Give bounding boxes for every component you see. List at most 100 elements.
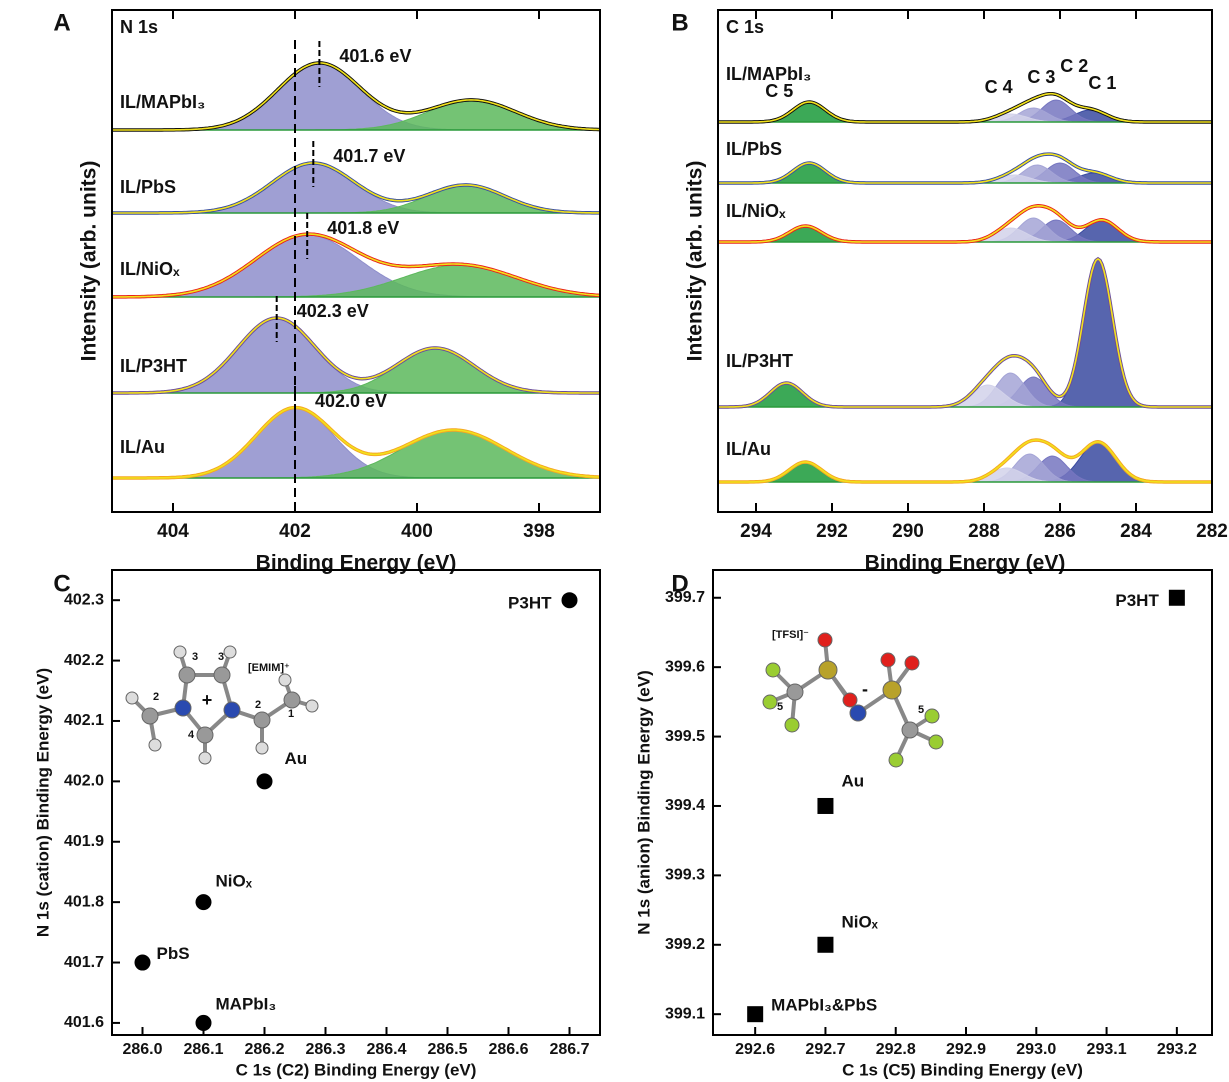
spectrum-name: IL/MAPbI₃ (726, 64, 811, 84)
x-tick-label: 286.4 (366, 1041, 406, 1058)
fit-line (112, 317, 600, 394)
atom-number: 3 (192, 651, 198, 663)
inset-charge: + (202, 690, 213, 710)
data-point (195, 894, 212, 911)
plot-frame (111, 9, 601, 513)
point-label: Au (285, 749, 308, 768)
tfsi-atoms (762, 632, 944, 768)
x-tick-label: 293.1 (1087, 1041, 1127, 1058)
tfsi-inset: [TFSI]⁻ - 5 5 (762, 629, 944, 768)
fit-line (718, 258, 1212, 408)
y-tick-label: 399.5 (665, 728, 705, 745)
atom-number: 5 (777, 701, 783, 713)
x-tick-label: 294 (740, 521, 772, 542)
spectrum-name: IL/Au (120, 437, 165, 457)
emim-inset: + [EMIM]⁺ 3 3 2 4 2 1 (125, 645, 319, 765)
y-tick-label: 401.6 (64, 1014, 104, 1031)
fit-line (112, 233, 601, 298)
inset-label: [EMIM]⁺ (248, 662, 290, 674)
y-tick-label: 402.0 (64, 773, 104, 790)
peak-annotation: 401.6 eV (339, 46, 411, 66)
x-tick-label: 286.0 (122, 1041, 162, 1058)
atom-number: 2 (153, 691, 159, 703)
y-tick-label: 399.7 (665, 589, 705, 606)
spectrum-name: IL/P3HT (120, 356, 187, 376)
point-label: MAPbI₃&PbS (771, 996, 877, 1015)
y-tick-label: 401.9 (64, 833, 104, 850)
x-tick-label: 288 (968, 521, 1000, 542)
y-axis-label: Intensity (arb. units) (684, 161, 707, 362)
x-tick-label: 402 (279, 521, 311, 542)
y-tick-label: 402.1 (64, 712, 104, 729)
x-tick-label: 292.8 (876, 1041, 916, 1058)
atom-number: 3 (218, 651, 224, 663)
x-tick-label: 286.3 (305, 1041, 345, 1058)
inset-charge: - (862, 679, 868, 699)
component-label: C 2 (1060, 56, 1088, 76)
inset-label: [TFSI]⁻ (772, 629, 809, 641)
y-tick-label: 399.6 (665, 658, 705, 675)
x-tick-label: 293.0 (1016, 1041, 1056, 1058)
plot-frame (712, 569, 1213, 1036)
x-tick-label: 282 (1196, 521, 1228, 542)
fit-line (718, 153, 1212, 184)
x-tick-label: 286.1 (183, 1041, 223, 1058)
data-point (134, 954, 151, 971)
x-tick-label: 286.6 (488, 1041, 528, 1058)
y-tick-label: 399.2 (665, 936, 705, 953)
spectrum-name: IL/P3HT (726, 351, 793, 371)
component-label: C 5 (765, 81, 793, 101)
data-point (817, 936, 834, 953)
component-label: C 3 (1027, 67, 1055, 87)
x-tick-label: 290 (892, 521, 924, 542)
point-label: P3HT (508, 594, 552, 613)
emim-atoms (125, 645, 319, 765)
fit-line (718, 439, 1212, 483)
data-point (1168, 589, 1185, 606)
y-tick-label: 401.7 (64, 954, 104, 971)
peak-annotation: 402.3 eV (297, 301, 369, 321)
atom-number: 5 (918, 704, 924, 716)
fit-line (718, 204, 1212, 243)
panel-letter: D (671, 570, 688, 597)
peak-annotation: 401.8 eV (327, 218, 399, 238)
y-tick-label: 402.3 (64, 591, 104, 608)
x-tick-label: 284 (1120, 521, 1152, 542)
fit-line (112, 406, 601, 479)
point-label: Au (841, 771, 864, 790)
spectrum-name: IL/PbS (726, 139, 782, 159)
x-axis-label: Binding Energy (eV) (865, 552, 1066, 575)
y-axis-label: N 1s (anion) Binding Energy (eV) (634, 670, 653, 934)
fit-line (112, 162, 600, 214)
x-tick-label: 292 (816, 521, 848, 542)
x-tick-label: 400 (401, 521, 433, 542)
plot-frame (111, 569, 601, 1036)
data-point (256, 773, 273, 790)
atom-number: 2 (255, 699, 261, 711)
data-point (817, 797, 834, 814)
y-tick-label: 401.8 (64, 893, 104, 910)
data-point (195, 1014, 212, 1031)
spectrum-name: IL/PbS (120, 177, 176, 197)
x-tick-label: 292.6 (735, 1041, 775, 1058)
point-label: NiOₓ (216, 872, 253, 891)
panel-letter: A (53, 9, 70, 36)
fit-line (718, 92, 1212, 123)
point-label: NiOₓ (841, 912, 878, 931)
spectrum-name: IL/MAPbI₃ (120, 92, 205, 112)
x-tick-label: 292.9 (946, 1041, 986, 1058)
x-tick-label: 286 (1044, 521, 1076, 542)
point-label: P3HT (1115, 591, 1159, 610)
y-tick-label: 402.2 (64, 652, 104, 669)
x-tick-label: 292.7 (805, 1041, 845, 1058)
data-point (747, 1006, 764, 1023)
spectrum-name: IL/NiOₓ (120, 259, 180, 279)
data-point (561, 592, 578, 609)
y-tick-label: 399.1 (665, 1005, 705, 1022)
x-axis-label: Binding Energy (eV) (256, 552, 457, 575)
y-tick-label: 399.4 (665, 797, 705, 814)
panel-letter: B (671, 9, 688, 36)
y-axis-label: N 1s (cation) Binding Energy (eV) (33, 668, 52, 937)
y-tick-label: 399.3 (665, 867, 705, 884)
